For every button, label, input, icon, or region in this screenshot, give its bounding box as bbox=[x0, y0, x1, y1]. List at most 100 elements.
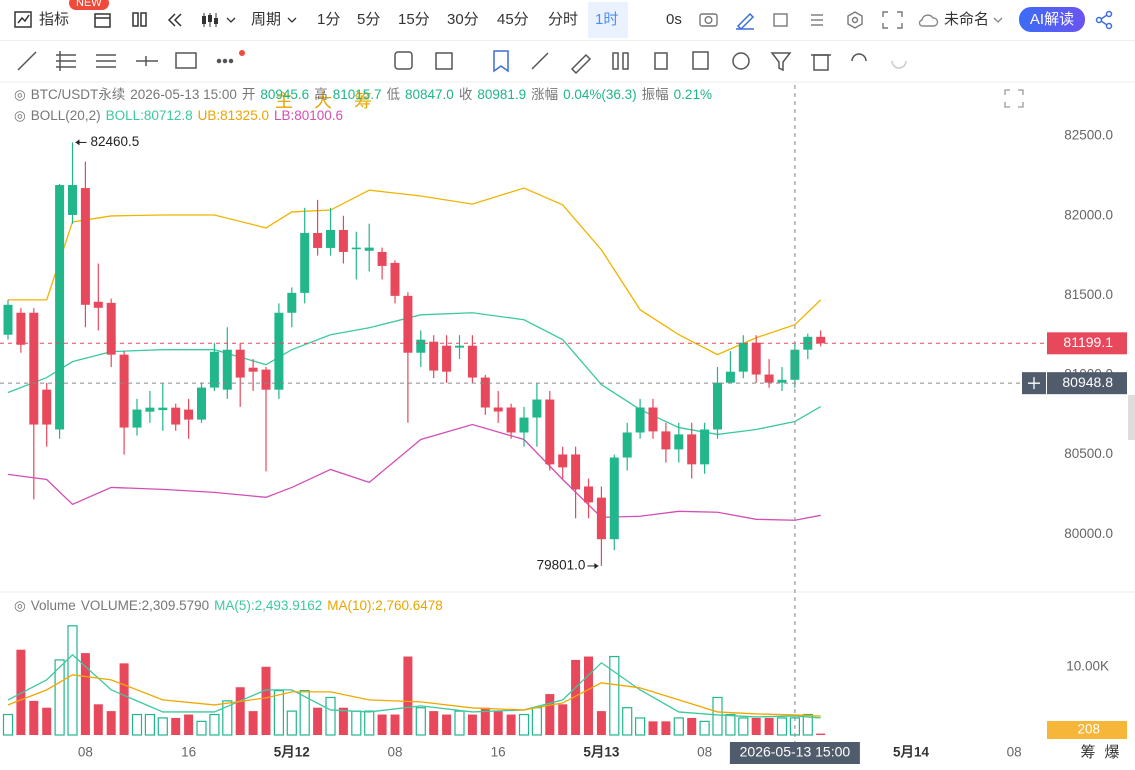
eye-icon[interactable]: ◎ bbox=[14, 87, 26, 102]
volume-bar bbox=[29, 700, 39, 735]
period-button[interactable]: 周期 bbox=[251, 11, 282, 28]
candle-body bbox=[16, 312, 26, 345]
boll-mid bbox=[7, 312, 822, 436]
eye-icon[interactable]: ◎ bbox=[14, 598, 26, 613]
indicator-button[interactable]: 指标 bbox=[39, 11, 70, 28]
candle-body bbox=[300, 232, 310, 293]
volume-bar bbox=[442, 714, 452, 735]
candle-body bbox=[390, 262, 400, 296]
side-label: 筹 bbox=[1080, 744, 1095, 761]
ma5-value: MA(5):2,493.9162 bbox=[214, 598, 323, 613]
candle-body bbox=[3, 304, 13, 335]
candle-body bbox=[480, 377, 490, 408]
main-indicator[interactable]: 主 bbox=[275, 91, 293, 111]
field-label: 收 bbox=[458, 87, 473, 102]
last-price-tag bbox=[1047, 332, 1127, 355]
volume-bar bbox=[454, 710, 465, 736]
replay-icon[interactable] bbox=[166, 10, 186, 30]
volume-bar bbox=[2, 713, 14, 736]
bar-time: 2026-05-13 15:00 bbox=[130, 87, 237, 102]
layout-name[interactable]: 未命名 bbox=[944, 11, 990, 28]
candle-body bbox=[467, 345, 477, 378]
volume-bar bbox=[286, 710, 297, 736]
interval-button[interactable]: 1分 bbox=[317, 11, 341, 28]
candle-body bbox=[197, 387, 206, 420]
candle-body bbox=[687, 434, 697, 465]
share-icon[interactable] bbox=[1094, 10, 1116, 30]
candle-body bbox=[274, 312, 284, 390]
candle-body bbox=[777, 379, 787, 383]
volume-bar bbox=[54, 659, 65, 736]
scroll-handle[interactable] bbox=[1128, 395, 1135, 440]
volume-bar bbox=[661, 721, 671, 735]
volume-bar bbox=[184, 714, 194, 735]
interval-button[interactable]: 45分 bbox=[497, 11, 529, 28]
volume-bar bbox=[609, 655, 620, 736]
volume-bar bbox=[622, 707, 633, 736]
crosshair-price-label: 80948.8 bbox=[1062, 374, 1113, 390]
volume-bar bbox=[776, 717, 788, 736]
interval-button[interactable]: 15分 bbox=[398, 11, 430, 28]
candle-body bbox=[713, 382, 722, 430]
extreme-label: 82460.5 bbox=[91, 134, 140, 149]
volume-name: Volume bbox=[30, 598, 76, 613]
volume-bar bbox=[545, 694, 555, 735]
candle-body bbox=[558, 454, 568, 468]
eye-icon[interactable]: ◎ bbox=[14, 108, 26, 123]
volume-bar bbox=[209, 713, 220, 736]
volume-bar bbox=[67, 625, 78, 736]
toolbar-icons[interactable] bbox=[698, 9, 908, 31]
expand-icon[interactable] bbox=[1004, 89, 1024, 108]
crosshair-time-label: 2026-05-13 15:00 bbox=[740, 744, 851, 760]
interval-button[interactable]: 1时 bbox=[595, 11, 619, 28]
timer: 0s bbox=[666, 11, 682, 28]
candle-body bbox=[80, 188, 90, 305]
volume-bar bbox=[648, 721, 658, 735]
drawing-toolbar: 主 大 筹 bbox=[0, 41, 1135, 111]
candle-body bbox=[222, 349, 232, 390]
interval-button[interactable]: 分时 bbox=[548, 11, 579, 28]
field-value: 0.04%(36.3) bbox=[563, 87, 637, 102]
interval-button[interactable]: 30分 bbox=[447, 11, 479, 28]
chart-type-icon[interactable] bbox=[200, 10, 238, 30]
candle-body bbox=[55, 185, 65, 430]
volume-bar bbox=[222, 700, 233, 736]
calendar-icon[interactable] bbox=[93, 10, 113, 30]
boll-mid: BOLL:80712.8 bbox=[105, 108, 193, 123]
x-tick-label: 08 bbox=[78, 745, 93, 760]
volume-bar bbox=[634, 717, 646, 736]
interval-button[interactable]: 5分 bbox=[357, 11, 381, 28]
crosshair-time-tag bbox=[729, 742, 860, 764]
candle-body bbox=[119, 354, 129, 428]
layout-icon[interactable] bbox=[130, 10, 150, 30]
x-tick-label: 16 bbox=[491, 745, 506, 760]
volume-bar bbox=[196, 720, 207, 736]
volume-bar bbox=[518, 713, 530, 736]
big-indicator[interactable]: 大 bbox=[314, 91, 332, 111]
y-tick-label: 81500.0 bbox=[1064, 287, 1113, 302]
field-value: 80945.6 bbox=[260, 87, 310, 102]
y-tick-label: 80000.0 bbox=[1064, 526, 1113, 541]
boll-upper bbox=[8, 187, 822, 356]
candle-body bbox=[635, 407, 645, 433]
active-interval-bg bbox=[588, 2, 628, 38]
candle-body bbox=[184, 409, 194, 420]
chip-indicator[interactable]: 筹 bbox=[354, 91, 372, 111]
volume-bar bbox=[377, 714, 387, 735]
ai-button[interactable]: AI解读 bbox=[1019, 7, 1085, 32]
drawing-icons[interactable] bbox=[0, 41, 1135, 81]
volume-bar bbox=[106, 711, 116, 735]
candle-body bbox=[506, 407, 516, 433]
boll-legend: ◎ BOLL(20,2) BOLL:80712.8 UB:81325.0 LB:8010… bbox=[14, 107, 348, 125]
candle-body bbox=[816, 336, 826, 344]
volume-tick-label: 10.00K bbox=[1066, 658, 1109, 673]
candle-body bbox=[622, 432, 632, 458]
last-price-label: 81199.1 bbox=[1063, 334, 1113, 350]
x-tick-label: 08 bbox=[387, 745, 402, 760]
candle-body bbox=[596, 497, 606, 540]
volume-bar bbox=[802, 713, 813, 736]
indicator-icon[interactable] bbox=[14, 10, 34, 30]
field-value: 81015.7 bbox=[332, 87, 382, 102]
volume-bar bbox=[248, 711, 258, 735]
volume-bar bbox=[299, 690, 310, 736]
